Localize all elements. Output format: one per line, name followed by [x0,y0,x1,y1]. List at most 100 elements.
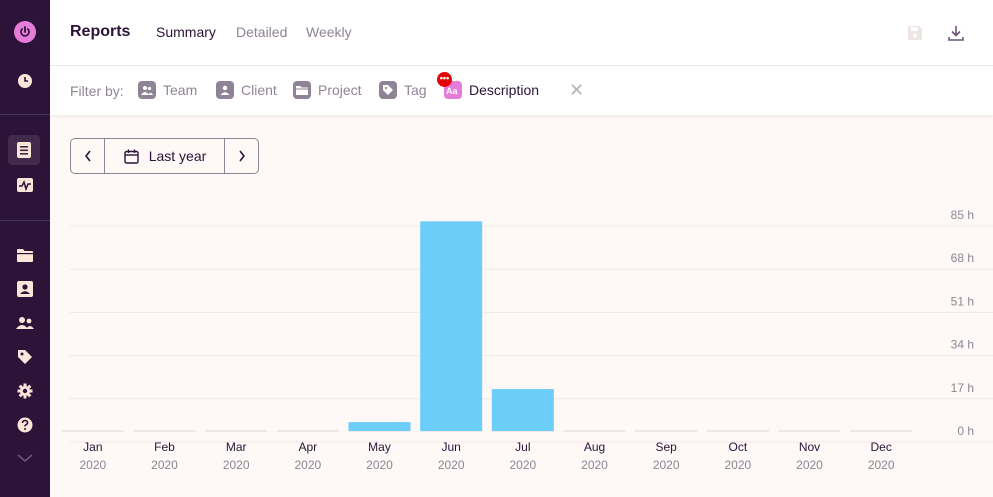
x-tick-year: 2020 [581,458,608,472]
power-icon [14,21,36,43]
y-tick-label: 34 h [951,338,974,352]
team-nav[interactable] [0,308,50,338]
chart-y-axis: 0 h 17 h 34 h 51 h 68 h 85 h [951,208,974,438]
previous-period-button[interactable] [71,139,105,173]
clients-nav[interactable] [0,274,50,304]
chevron-right-icon [238,150,245,162]
filter-tag-label: Tag [404,82,427,98]
filter-client-label: Client [241,82,277,98]
x-tick-month: Jan [83,440,102,454]
filter-project-label: Project [318,82,362,98]
chevron-down-icon [17,454,33,463]
chart-bars [61,221,913,432]
client-icon [17,281,33,297]
bar-may[interactable] [348,422,411,431]
y-tick-label: 0 h [957,424,974,438]
chart-x-axis: Jan 2020 Feb 2020 Mar 2020 Apr 2020 May 2020 Jun 20… [79,440,894,472]
x-tick-year: 2020 [366,458,393,472]
help-icon [17,417,33,433]
tab-weekly[interactable]: Weekly [306,24,352,40]
svg-text:Aa: Aa [446,86,458,95]
filter-description[interactable]: Aa ••• Description [437,72,540,100]
x-tick-year: 2020 [653,458,680,472]
filter-team[interactable]: Team [138,80,197,100]
client-icon [216,81,234,99]
x-tick-month: Mar [226,440,247,454]
x-tick-month: Aug [584,440,605,454]
y-tick-label: 85 h [951,208,974,222]
reports-icon [17,142,31,158]
tab-detailed[interactable]: Detailed [236,24,288,40]
x-tick-year: 2020 [509,458,536,472]
folder-icon [293,81,311,99]
description-icon: Aa ••• [437,72,462,99]
date-range-button[interactable]: Last year [106,139,224,173]
power-button[interactable] [0,17,50,47]
date-range-label: Last year [148,148,207,164]
x-tick-year: 2020 [724,458,751,472]
x-tick-month: Dec [870,440,891,454]
bar-jul[interactable] [491,389,554,431]
export-button[interactable] [945,22,967,44]
header: Reports Summary Detailed Weekly [50,0,993,66]
x-tick-year: 2020 [223,458,250,472]
x-tick-month: Jul [515,440,530,454]
page-title: Reports [70,23,131,40]
y-tick-label: 68 h [951,251,974,265]
sidebar-divider [0,114,50,115]
x-tick-year: 2020 [438,458,465,472]
filter-bar: Filter by: Team Client Project Tag Aa ••… [50,66,993,115]
bar-chart: 0 h 17 h 34 h 51 h 68 h 85 h Jan 2020 Feb 2020 Ma… [61,208,993,472]
team-icon [138,81,156,99]
x-tick-month: Nov [799,440,820,454]
bar-jun[interactable] [420,221,483,431]
insights-nav[interactable] [0,170,50,200]
gear-icon [17,383,33,399]
tab-summary[interactable]: Summary [156,24,216,40]
save-button[interactable] [904,22,926,44]
save-icon [908,26,922,40]
x-tick-year: 2020 [868,458,895,472]
chart-gridlines [70,225,993,443]
x-tick-month: Sep [655,440,677,454]
help-nav[interactable] [0,410,50,440]
filter-tag[interactable]: Tag [379,80,427,100]
team-icon [16,317,34,329]
filter-description-label: Description [469,82,540,98]
x-tick-month: Apr [298,440,317,454]
settings-nav[interactable] [0,376,50,406]
x-tick-year: 2020 [796,458,823,472]
filter-badge: ••• [437,72,452,87]
x-tick-year: 2020 [151,458,178,472]
clock-icon [18,74,32,88]
reports-nav[interactable] [8,135,40,165]
chevron-left-icon [84,150,91,162]
timer-nav[interactable] [0,66,50,96]
x-tick-year: 2020 [79,458,106,472]
tag-icon [18,350,32,364]
x-tick-year: 2020 [294,458,321,472]
expand-nav[interactable] [0,443,50,473]
projects-nav[interactable] [0,240,50,270]
tags-nav[interactable] [0,342,50,372]
filter-project[interactable]: Project [293,80,362,100]
calendar-icon [124,149,139,164]
sidebar-divider [0,220,50,221]
sidebar [0,0,50,497]
insights-icon [17,178,33,192]
next-period-button[interactable] [224,139,258,173]
folder-icon [17,249,33,262]
x-tick-month: Jun [441,440,460,454]
filter-client[interactable]: Client [216,80,277,100]
filter-label: Filter by: [70,83,124,99]
x-tick-month: May [368,440,391,454]
date-range-selector: Last year [70,138,259,174]
y-tick-label: 51 h [951,294,974,308]
y-tick-label: 17 h [951,381,974,395]
tag-icon [379,81,397,99]
x-tick-month: Feb [154,440,175,454]
filter-team-label: Team [163,82,198,98]
x-tick-month: Oct [728,440,747,454]
clear-filters-button[interactable]: ✕ [569,80,585,100]
download-icon [948,26,964,41]
